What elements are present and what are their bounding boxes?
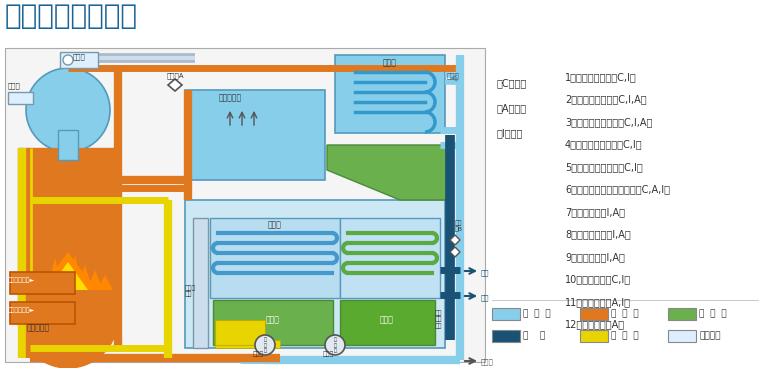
Bar bbox=[8, 92, 33, 104]
Bar bbox=[193, 218, 208, 348]
Polygon shape bbox=[40, 252, 96, 290]
Bar bbox=[668, 330, 696, 342]
Text: 9．排烟温度（I,A）: 9．排烟温度（I,A） bbox=[565, 252, 625, 262]
Polygon shape bbox=[87, 270, 103, 290]
Bar bbox=[492, 330, 520, 342]
Bar bbox=[210, 218, 340, 298]
Polygon shape bbox=[215, 340, 280, 348]
Polygon shape bbox=[77, 265, 93, 290]
Text: 冷  却  水: 冷 却 水 bbox=[523, 309, 551, 318]
Circle shape bbox=[63, 55, 73, 65]
Polygon shape bbox=[47, 258, 63, 290]
Text: 切换阀A: 切换阀A bbox=[166, 72, 184, 79]
Text: 直燃机制冷流程图: 直燃机制冷流程图 bbox=[5, 2, 138, 30]
Text: 12．冷水流量（A）: 12．冷水流量（A） bbox=[565, 319, 625, 329]
Bar bbox=[668, 308, 696, 320]
Polygon shape bbox=[37, 270, 53, 290]
Bar bbox=[580, 308, 608, 320]
Circle shape bbox=[325, 335, 345, 355]
Text: 8．溶晶管温度（I,A）: 8．溶晶管温度（I,A） bbox=[565, 230, 631, 240]
Polygon shape bbox=[450, 235, 460, 245]
Polygon shape bbox=[67, 255, 83, 290]
Circle shape bbox=[255, 335, 275, 355]
Text: 1．冷水进口温度（C,I）: 1．冷水进口温度（C,I） bbox=[565, 72, 637, 82]
Text: 冷水: 冷水 bbox=[481, 294, 489, 301]
Bar bbox=[52, 148, 84, 168]
Text: 低温热交换器►: 低温热交换器► bbox=[8, 307, 35, 312]
Text: 冷剂泵: 冷剂泵 bbox=[322, 351, 334, 357]
Bar bbox=[60, 52, 98, 68]
Bar bbox=[185, 90, 325, 180]
Bar bbox=[340, 218, 440, 298]
Text: 5．低发浓溶液温度（C,I）: 5．低发浓溶液温度（C,I） bbox=[565, 162, 643, 172]
Bar bbox=[580, 330, 608, 342]
Text: 10．高发液位（C,I）: 10．高发液位（C,I） bbox=[565, 275, 631, 284]
Circle shape bbox=[26, 68, 110, 152]
Text: 11．高发压力（A,I）: 11．高发压力（A,I） bbox=[565, 297, 631, 307]
Text: 采暖器: 采暖器 bbox=[73, 53, 85, 60]
Text: 2．冷水出口温度（C,I,A）: 2．冷水出口温度（C,I,A） bbox=[565, 95, 647, 105]
Bar bbox=[492, 308, 520, 320]
Text: 自动溶
晶管: 自动溶 晶管 bbox=[185, 285, 196, 297]
Bar bbox=[10, 272, 75, 294]
Text: 冷水: 冷水 bbox=[481, 269, 489, 276]
Text: 冷
剂
泵: 冷 剂 泵 bbox=[334, 337, 337, 353]
Polygon shape bbox=[97, 275, 113, 290]
Text: 冷    水: 冷 水 bbox=[523, 332, 545, 340]
Text: 冷却水: 冷却水 bbox=[481, 358, 494, 365]
Text: 溶
液
泵: 溶 液 泵 bbox=[264, 337, 267, 353]
Text: 高温热交换器►: 高温热交换器► bbox=[8, 277, 35, 283]
Polygon shape bbox=[57, 265, 73, 290]
Polygon shape bbox=[327, 145, 450, 200]
Bar bbox=[335, 55, 445, 133]
Text: 蒸发器: 蒸发器 bbox=[268, 220, 282, 229]
Bar bbox=[213, 300, 333, 345]
Bar bbox=[18, 148, 118, 318]
Polygon shape bbox=[450, 247, 460, 257]
Polygon shape bbox=[168, 79, 182, 91]
Text: 冷  剂  水: 冷 剂 水 bbox=[699, 309, 727, 318]
Text: 稀  溶  液: 稀 溶 液 bbox=[611, 332, 638, 340]
Polygon shape bbox=[48, 262, 88, 290]
Text: 3．冷却水进口温度（C,I,A）: 3．冷却水进口温度（C,I,A） bbox=[565, 117, 652, 127]
Bar bbox=[185, 200, 445, 348]
Circle shape bbox=[18, 268, 118, 368]
Text: 冷剂蒸汽: 冷剂蒸汽 bbox=[699, 332, 720, 340]
Bar bbox=[188, 130, 321, 177]
Text: 切换
控制
阀门: 切换 控制 阀门 bbox=[435, 310, 442, 329]
Text: 冷却水: 冷却水 bbox=[447, 72, 460, 79]
Bar bbox=[58, 130, 78, 160]
Bar bbox=[10, 302, 75, 324]
Bar bbox=[5, 48, 485, 362]
Text: 4．浓溶液喷淋温度（C,I）: 4．浓溶液喷淋温度（C,I） bbox=[565, 139, 643, 149]
Text: 低压发生器: 低压发生器 bbox=[218, 93, 242, 102]
Text: 吸收器: 吸收器 bbox=[266, 315, 280, 324]
Text: 溶液泵: 溶液泵 bbox=[252, 351, 264, 357]
Text: 6．高发中间浓度溶液温度（C,A,I）: 6．高发中间浓度溶液温度（C,A,I） bbox=[565, 184, 670, 195]
Text: 7．蒸发温度（I,A）: 7．蒸发温度（I,A） bbox=[565, 207, 625, 217]
Text: 高压发生器: 高压发生器 bbox=[27, 323, 50, 332]
Text: 吸收器: 吸收器 bbox=[380, 315, 394, 324]
Polygon shape bbox=[215, 320, 265, 345]
Text: （I）显示: （I）显示 bbox=[497, 128, 524, 138]
Text: （A）报警: （A）报警 bbox=[497, 103, 527, 113]
Text: 排烟口: 排烟口 bbox=[8, 82, 21, 89]
Bar bbox=[340, 300, 435, 345]
Text: 浓  溶  液: 浓 溶 液 bbox=[611, 309, 638, 318]
Text: 冷凝器: 冷凝器 bbox=[383, 58, 397, 67]
Text: （C）控制: （C）控制 bbox=[497, 78, 527, 88]
Text: 切换
阀B: 切换 阀B bbox=[455, 220, 463, 232]
